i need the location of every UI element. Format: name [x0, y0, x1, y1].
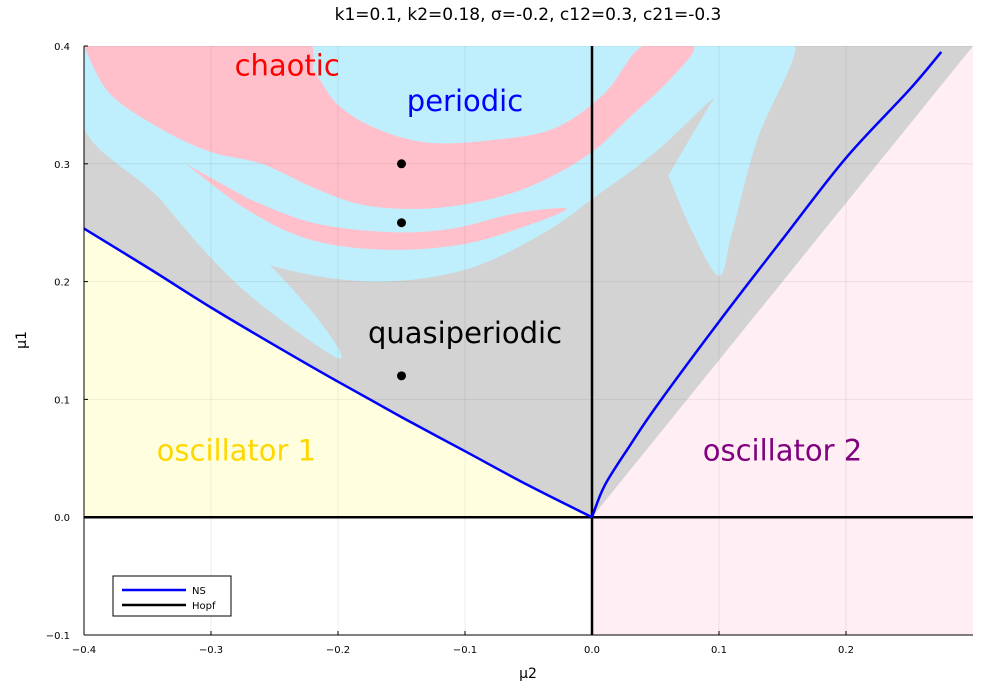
oscillator2-region — [592, 46, 973, 635]
legend-box — [112, 575, 232, 617]
marked-points — [397, 159, 406, 381]
region-label-oscillator-2: oscillator 2 — [703, 434, 862, 468]
marked-point-1 — [397, 218, 406, 228]
region-label-chaotic: chaotic — [235, 48, 340, 82]
x-tick-label-3: −0.1 — [453, 645, 477, 656]
marked-point-0 — [397, 159, 406, 169]
chaotic-region-middle-band — [185, 163, 567, 250]
y-tick-label-4: 0.3 — [54, 160, 70, 171]
x-axis-ticks: −0.4 −0.3 −0.2 −0.1 0.0 0.1 0.2 — [72, 631, 854, 656]
region-fills — [84, 46, 973, 635]
marked-point-2 — [397, 371, 406, 381]
ns-curve-left — [84, 227, 593, 519]
plot-area: chaotic periodic quasiperiodic oscillator 1… — [84, 46, 973, 635]
y-tick-label-0: −0.1 — [46, 631, 70, 642]
x-tick-label-1: −0.3 — [199, 645, 223, 656]
chaotic-region-upper-band — [84, 46, 695, 209]
region-label-quasiperiodic: quasiperiodic — [368, 316, 562, 350]
y-tick-label-3: 0.2 — [54, 278, 70, 289]
legend-hopf-label: Hopf — [192, 601, 216, 612]
periodic-region-right-lobe — [668, 46, 796, 276]
legend-ns-label: NS — [192, 586, 206, 597]
y-tick-label-2: 0.1 — [54, 395, 70, 406]
y-tick-label-1: 0.0 — [54, 513, 70, 524]
chaotic-region-top-patch — [236, 46, 314, 100]
chart-title: k1=0.1, k2=0.18, σ=-0.2, c12=0.3, c21=-0… — [335, 5, 722, 25]
x-tick-label-4: 0.0 — [584, 645, 600, 656]
region-label-periodic: periodic — [407, 84, 523, 118]
oscillator1-region — [84, 228, 592, 518]
x-tick-label-5: 0.1 — [711, 645, 727, 656]
legend: NS Hopf — [112, 575, 232, 617]
ns-curve-right — [590, 51, 943, 518]
region-label-oscillator-1: oscillator 1 — [157, 434, 316, 468]
y-tick-label-5: 0.4 — [54, 42, 70, 53]
x-tick-label-6: 0.2 — [838, 645, 854, 656]
periodic-region-left-strip — [109, 140, 342, 359]
region-labels: chaotic periodic quasiperiodic oscillator 1… — [157, 48, 863, 467]
x-tick-label-0: −0.4 — [72, 645, 96, 656]
x-tick-label-2: −0.2 — [326, 645, 350, 656]
axis-frame — [83, 46, 973, 636]
y-axis-title: μ1 — [14, 331, 30, 349]
x-axis-title: μ2 — [519, 666, 537, 682]
y-axis-ticks: −0.1 0.0 0.1 0.2 0.3 0.4 — [46, 42, 88, 642]
series-lines — [84, 46, 973, 635]
